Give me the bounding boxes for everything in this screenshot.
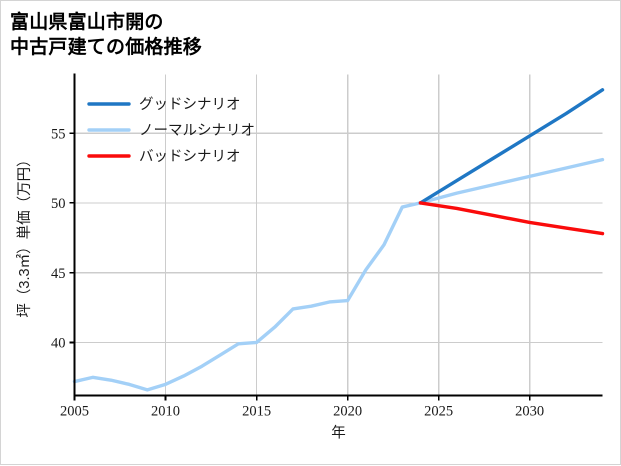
axis-ticks: 40 45 50 55 2005 2010 2015 2020 2025 2030 bbox=[51, 126, 544, 419]
x-tick-label: 2010 bbox=[151, 404, 180, 420]
legend-label-バッドシナリオ: バッドシナリオ bbox=[139, 149, 241, 165]
x-tick-label: 2015 bbox=[242, 404, 271, 420]
x-tick-label: 2020 bbox=[333, 404, 362, 420]
axis-spines bbox=[73, 73, 603, 397]
y-tick-label: 40 bbox=[51, 336, 66, 352]
y-axis-title: 坪（3.3㎡）単価（万円） bbox=[16, 152, 33, 317]
x-axis-title: 年 bbox=[331, 425, 346, 442]
y-tick-label: 55 bbox=[51, 126, 66, 142]
legend-label-グッドシナリオ: グッドシナリオ bbox=[139, 96, 241, 113]
y-tick-label: 45 bbox=[51, 266, 66, 282]
x-tick-label: 2030 bbox=[515, 404, 544, 420]
legend-label-ノーマルシナリオ: ノーマルシナリオ bbox=[139, 123, 255, 139]
x-tick-label: 2005 bbox=[60, 404, 89, 420]
series-line-バッドシナリオ bbox=[418, 201, 605, 236]
x-tick-label: 2025 bbox=[424, 404, 453, 420]
series-line-ノーマルシナリオ bbox=[72, 157, 605, 392]
y-tick-label: 50 bbox=[51, 196, 66, 212]
series-line-グッドシナリオ bbox=[418, 88, 605, 205]
axis-titles: 年 坪（3.3㎡）単価（万円） bbox=[16, 152, 346, 441]
data-series-group bbox=[72, 88, 605, 392]
chart-title: 富山県富山市開の 中古戸建ての価格推移 bbox=[10, 12, 203, 59]
